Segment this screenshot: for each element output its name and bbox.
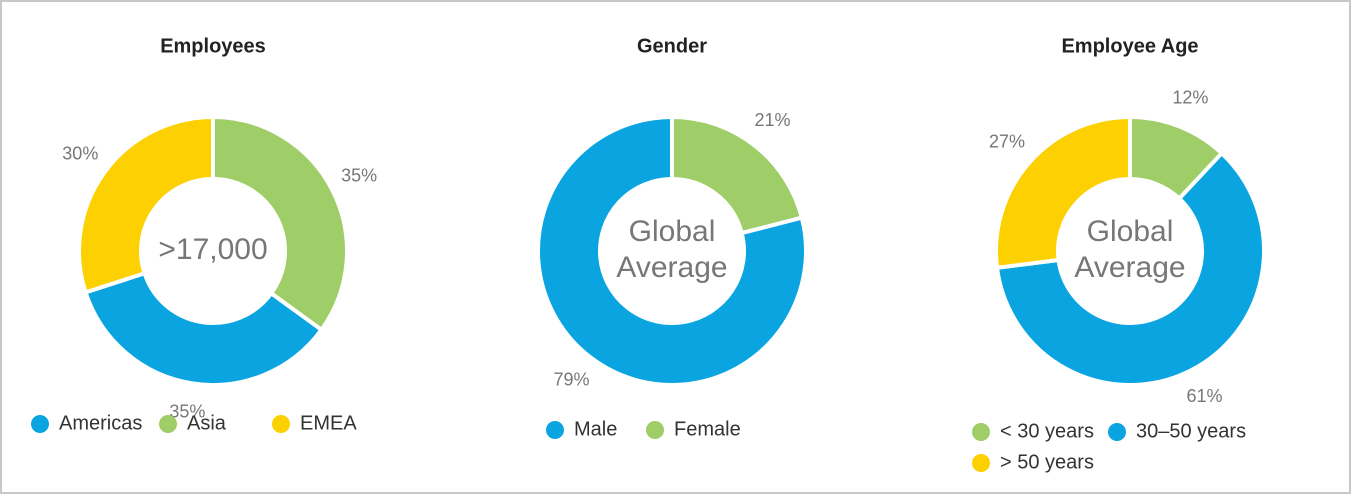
center-label: Average [616, 251, 727, 284]
chart-title: Gender [637, 35, 707, 57]
donut-slice [77, 114, 215, 295]
chart-title: Employee Age [1061, 35, 1198, 57]
legend-label: Female [674, 418, 741, 440]
legend-marker [972, 454, 990, 472]
chart-title: Employees [160, 35, 266, 57]
legend-label: Asia [187, 412, 227, 434]
value-label: 79% [553, 369, 589, 389]
center-label: >17,000 [158, 233, 267, 266]
center-label: Global [629, 215, 716, 248]
legend-marker [972, 423, 990, 441]
legend-marker [1108, 423, 1126, 441]
value-label: 21% [755, 110, 791, 130]
center-label: Average [1074, 251, 1185, 284]
donut-slice [994, 150, 1266, 387]
legend-label: EMEA [300, 412, 357, 434]
donut-slice [211, 114, 349, 333]
legend-marker [31, 415, 49, 433]
donut-slice [83, 270, 325, 387]
value-label: 27% [989, 131, 1025, 151]
value-label: 30% [62, 143, 98, 163]
legend-label: Americas [59, 412, 142, 434]
legend-marker [646, 421, 664, 439]
value-label: 35% [169, 402, 205, 422]
legend-label: Male [574, 418, 617, 440]
legend-label: 30–50 years [1136, 420, 1246, 442]
legend-marker [272, 415, 290, 433]
value-label: 35% [341, 165, 377, 185]
donut-slice [536, 114, 808, 387]
value-label: 61% [1186, 386, 1222, 406]
value-label: 12% [1172, 87, 1208, 107]
legend-label: > 50 years [1000, 451, 1094, 473]
donut-slice [670, 114, 805, 236]
legend-marker [159, 415, 177, 433]
donut-slice [994, 114, 1132, 271]
legend-label: < 30 years [1000, 420, 1094, 442]
legend-marker [546, 421, 564, 439]
center-label: Global [1087, 215, 1174, 248]
